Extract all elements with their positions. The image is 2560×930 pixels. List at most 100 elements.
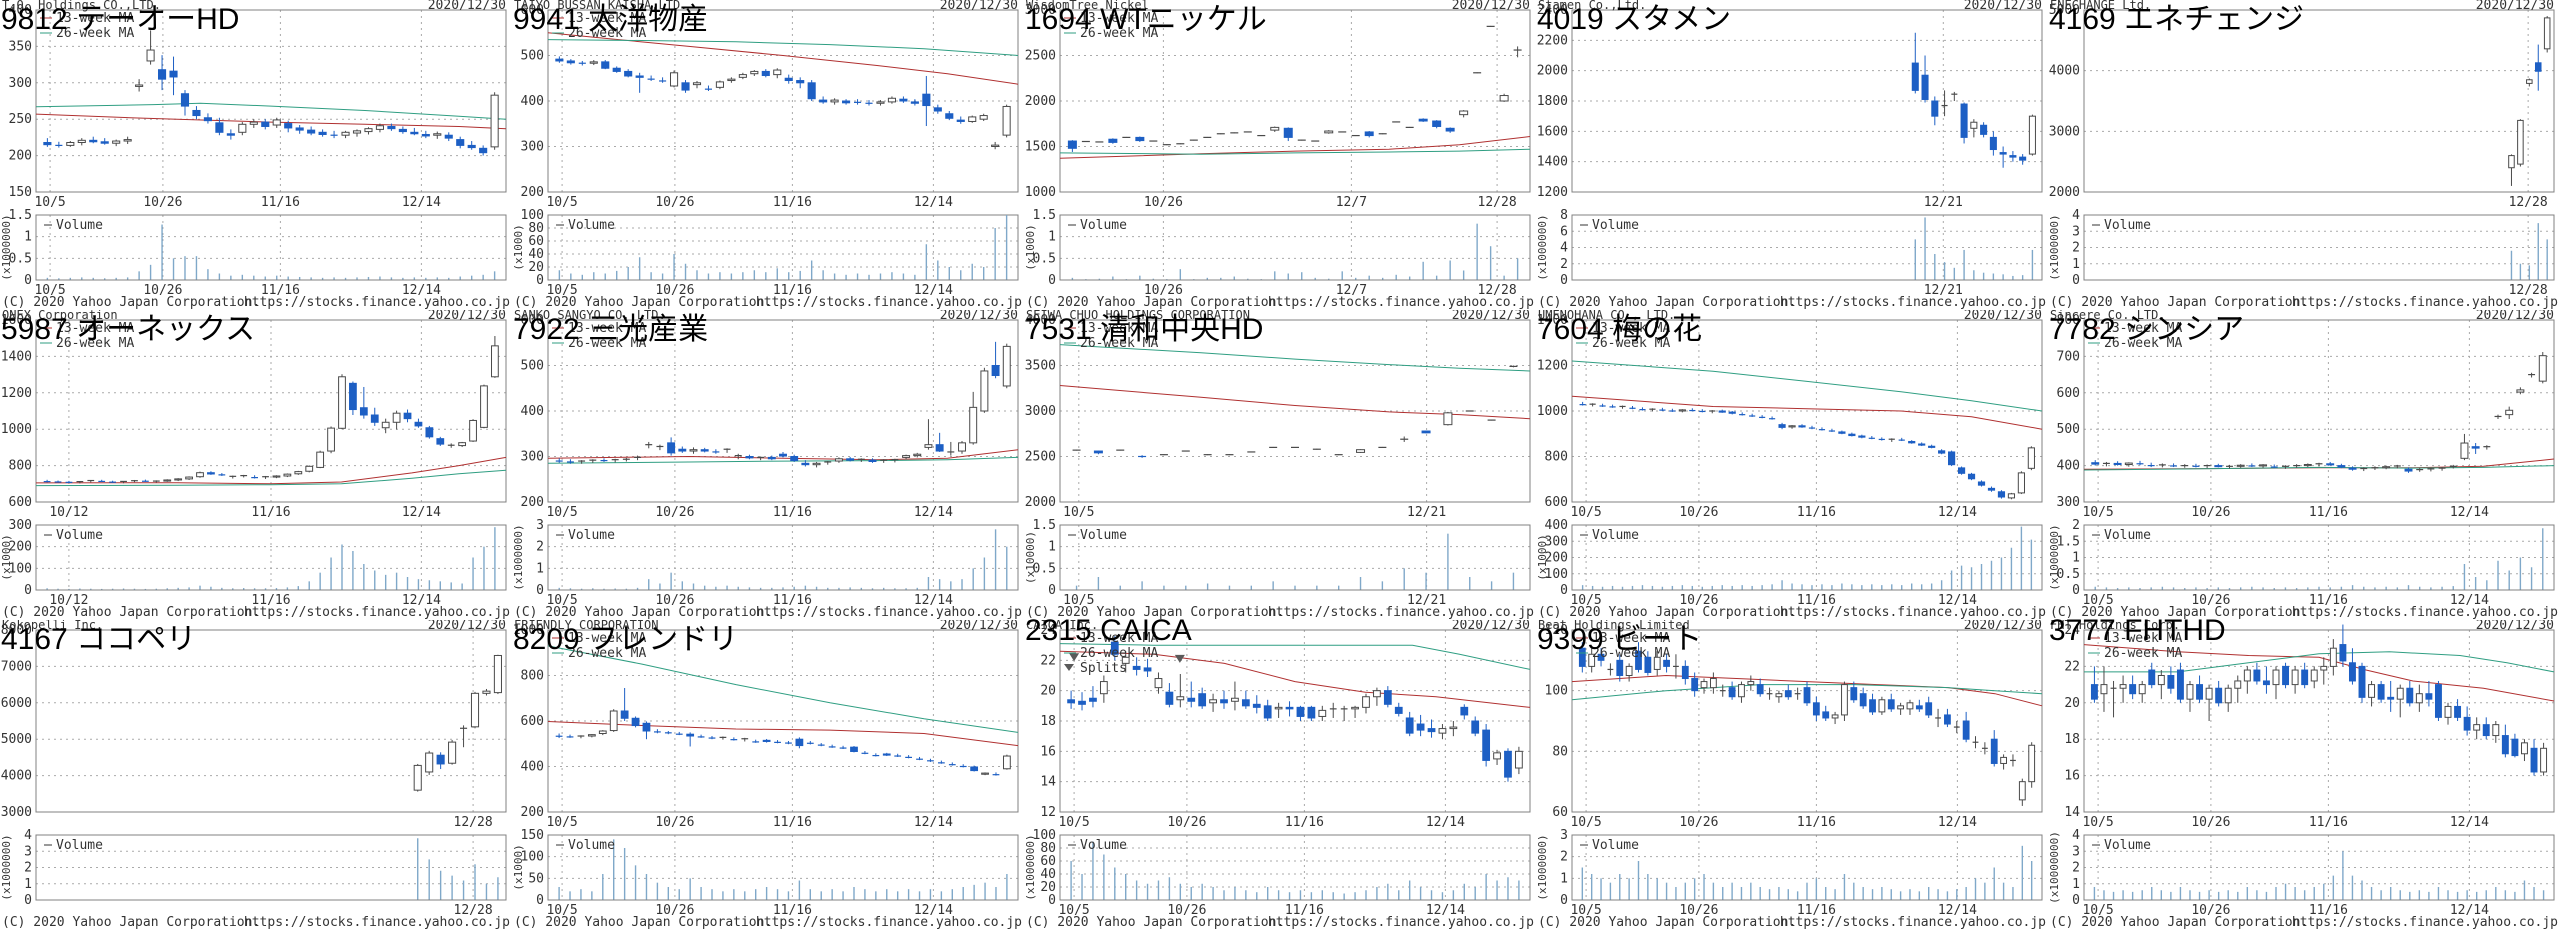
- candle-up: [1831, 714, 1839, 719]
- date-tick-label: 10/5: [546, 195, 577, 210]
- candle-down: [2348, 662, 2356, 682]
- moving-average-line: [1571, 395, 2043, 430]
- chart-canvas-7531: 2000 2500 3000 3500 4000 0 0.5 1 1.5(x10000) 10/5…: [1024, 310, 1534, 620]
- chart-date: 2020/12/30: [428, 620, 506, 633]
- volume-tick-label: 0: [1560, 583, 1568, 598]
- volume-tick-label: 0: [2072, 273, 2080, 288]
- date-tick-label: 12/14: [2450, 593, 2489, 608]
- moving-average-line: [1571, 674, 2043, 707]
- candle-down: [1850, 687, 1858, 701]
- copyright-text: (C) 2020 Yahoo Japan Corporation.: [514, 605, 772, 620]
- candle-down: [2113, 462, 2122, 466]
- candle-down: [620, 710, 629, 719]
- price-tick-label: 800: [521, 669, 544, 684]
- volume-tick-label: 50: [528, 871, 544, 886]
- legend-ma13: 13-week MA: [56, 321, 134, 336]
- volume-tick-label: 8: [1560, 208, 1568, 223]
- source-url-text: https://stocks.finance.yahoo.co.jp: [244, 295, 510, 310]
- chart-date: 2020/12/30: [1452, 310, 1530, 323]
- source-url-text: https://stocks.finance.yahoo.co.jp: [756, 915, 1022, 930]
- candle-down: [1691, 678, 1699, 692]
- volume-tick-label: 0: [2072, 893, 2080, 908]
- candle-down: [2196, 684, 2204, 700]
- candle-down: [1999, 152, 2007, 155]
- price-tick-label: 22: [1040, 653, 1056, 668]
- source-url-text: https://stocks.finance.yahoo.co.jp: [244, 915, 510, 930]
- date-tick-label: 12/28: [454, 903, 493, 918]
- candle-down: [349, 382, 357, 411]
- candle-down: [795, 738, 804, 747]
- candle-up: [1099, 681, 1108, 695]
- legend-ma26: 26-week MA: [2104, 336, 2182, 351]
- legend-ma13: 13-week MA: [2104, 321, 2182, 336]
- price-tick-label: 600: [521, 714, 544, 729]
- legend-ma13: 13-week MA: [1592, 321, 1670, 336]
- candle-down: [1460, 706, 1469, 716]
- date-tick-label: 10/5: [546, 593, 577, 608]
- date-tick-label: 10/5: [1570, 505, 1601, 520]
- volume-unit-label: (x1000000): [2048, 214, 2061, 280]
- candle-up: [1003, 755, 1011, 770]
- stock-panel-7922: 200 300 400 500 600 0 1 2 3 (x1000000) 10/5 10/5 10/…: [512, 310, 1024, 620]
- candle-down: [667, 442, 676, 454]
- candle-down: [2501, 735, 2509, 755]
- date-tick-label: 12/14: [914, 283, 953, 298]
- candle-down: [2019, 156, 2027, 161]
- candle-down: [1241, 699, 1250, 707]
- moving-average-line: [2083, 465, 2555, 471]
- candle-up: [2303, 464, 2312, 467]
- candle-down: [566, 60, 575, 64]
- candle-down: [1220, 699, 1228, 704]
- candle-down: [2148, 669, 2156, 686]
- candle-down: [1756, 684, 1764, 695]
- date-tick-label: 10/5: [2082, 505, 2113, 520]
- date-tick-label: 11/16: [773, 903, 812, 918]
- date-tick-label: 12/14: [1426, 903, 1465, 918]
- date-tick-label: 10/5: [1058, 815, 1089, 830]
- candle-down: [1987, 487, 1996, 491]
- legend-ma26: 26-week MA: [1080, 336, 1158, 351]
- volume-tick-label: 1.5: [1033, 518, 1056, 533]
- date-tick-label: 11/16: [773, 283, 812, 298]
- date-tick-label: 12/21: [1407, 505, 1446, 520]
- stock-panel-9812: 150 200 250 300 350 400 0 0.5 1 1.5 (x1000000) 10/5…: [0, 0, 512, 310]
- price-tick-label: 800: [2057, 313, 2080, 328]
- volume-unit-label: (x1000000): [1024, 834, 1037, 900]
- price-tick-label: 250: [9, 112, 32, 127]
- volume-tick-label: 2: [1560, 850, 1568, 865]
- price-tick-label: 2200: [1537, 33, 1568, 48]
- volume-tick-label: 1.5: [1033, 208, 1056, 223]
- candle-down: [1597, 653, 1605, 661]
- candle-down: [410, 131, 419, 135]
- candle-up: [738, 74, 747, 78]
- price-tick-label: 7000: [1, 659, 32, 674]
- legend-volume: Volume: [2104, 528, 2151, 543]
- price-tick-label: 20: [2064, 696, 2080, 711]
- copyright-text: (C) 2020 Yahoo Japan Corporation.: [2050, 295, 2308, 310]
- candle-down: [745, 456, 754, 459]
- candle-down: [1718, 410, 1726, 413]
- candle-up: [876, 101, 885, 104]
- candle-up: [1209, 699, 1217, 704]
- date-tick-label: 12/14: [914, 903, 953, 918]
- candle-up: [834, 458, 843, 462]
- candle-down: [1822, 711, 1830, 719]
- price-tick-label: 1200: [1537, 359, 1568, 374]
- chart-canvas-4169: 2000 3000 4000 5000 012 34 (x1000000) 12/28 12/2…: [2048, 0, 2558, 310]
- candle-up: [238, 123, 247, 133]
- candle-down: [1812, 702, 1820, 716]
- chart-date: 2020/12/30: [1452, 620, 1530, 633]
- candle-down: [922, 93, 931, 107]
- candle-down: [479, 147, 488, 154]
- date-tick-label: 10/12: [49, 593, 88, 608]
- volume-tick-label: 100: [9, 561, 32, 576]
- copyright-text: (C) 2020 Yahoo Japan Corporation.: [2050, 915, 2308, 930]
- candle-up: [392, 412, 401, 423]
- candle-up: [327, 427, 335, 452]
- stock-panel-3777: 14 16 18 20 22 24 0 1 2 3 4 (x10000000) 10/5 10/5 10/2…: [2048, 614, 2560, 930]
- date-tick-label: 10/26: [1679, 903, 1718, 918]
- candle-up: [1653, 656, 1661, 670]
- chart-date: 2020/12/30: [2476, 0, 2554, 13]
- price-tick-label: 24: [1040, 623, 1056, 638]
- candle-down: [2404, 468, 2413, 472]
